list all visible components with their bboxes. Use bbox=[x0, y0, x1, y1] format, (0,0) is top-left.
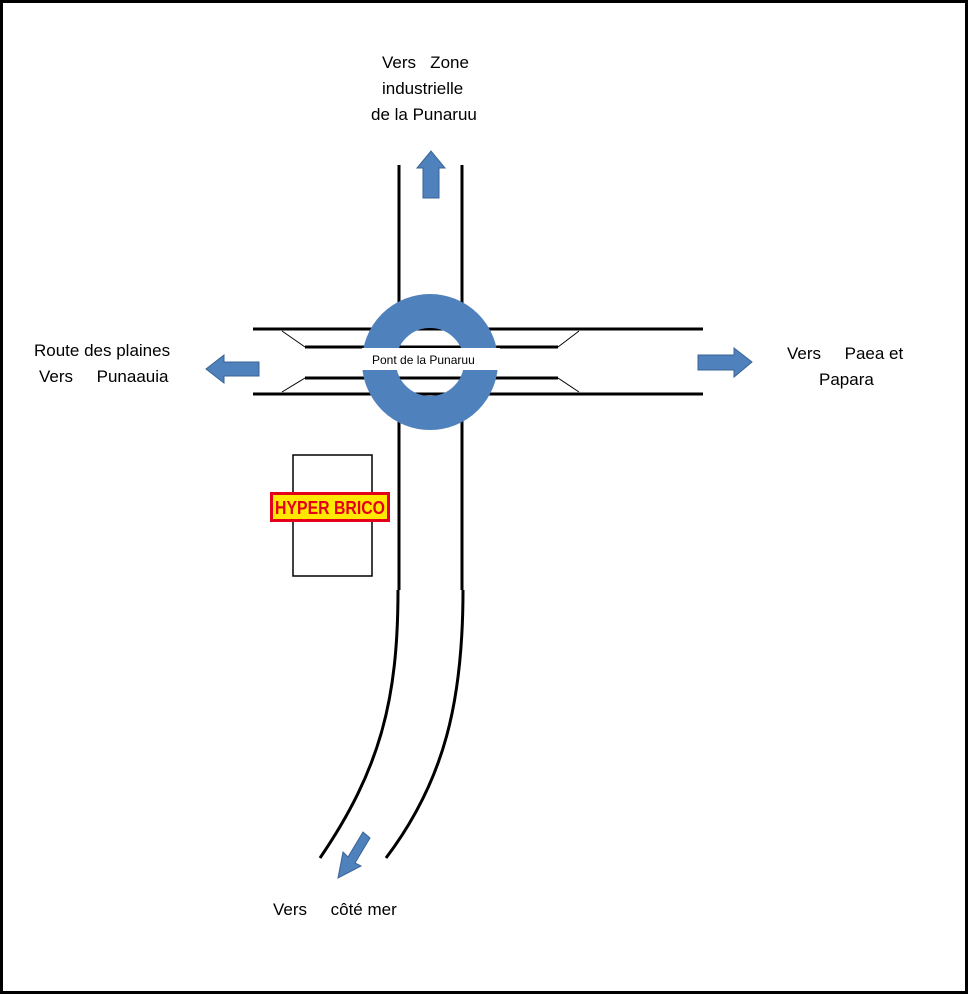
arrow-right-icon bbox=[697, 346, 753, 379]
east-destination-line-2: Papara bbox=[819, 370, 874, 389]
arrow-up-icon bbox=[415, 150, 447, 199]
west-destination-line-2: Vers Punaauia bbox=[39, 367, 169, 386]
arrow-left-icon bbox=[205, 353, 260, 385]
north-destination-line-3: de la Punaruu bbox=[371, 105, 477, 124]
north-road bbox=[397, 165, 464, 312]
west-destination-line-1: Route des plaines bbox=[34, 341, 171, 360]
roundabout bbox=[362, 294, 500, 430]
hyper-brico-logo: HYPER BRICO bbox=[270, 492, 390, 522]
north-destination-line-1: Vers Zone bbox=[382, 53, 469, 72]
south-destination: Vers côté mer bbox=[273, 900, 397, 919]
bridge-label: Pont de la Punaruu bbox=[372, 353, 475, 367]
store-logo-text: HYPER BRICO bbox=[275, 498, 385, 518]
north-destination-line-2: industrielle bbox=[382, 79, 464, 98]
south-road bbox=[318, 412, 465, 859]
arrow-down-left-icon bbox=[337, 831, 371, 879]
east-destination-line-1: Vers Paea et bbox=[787, 344, 904, 363]
